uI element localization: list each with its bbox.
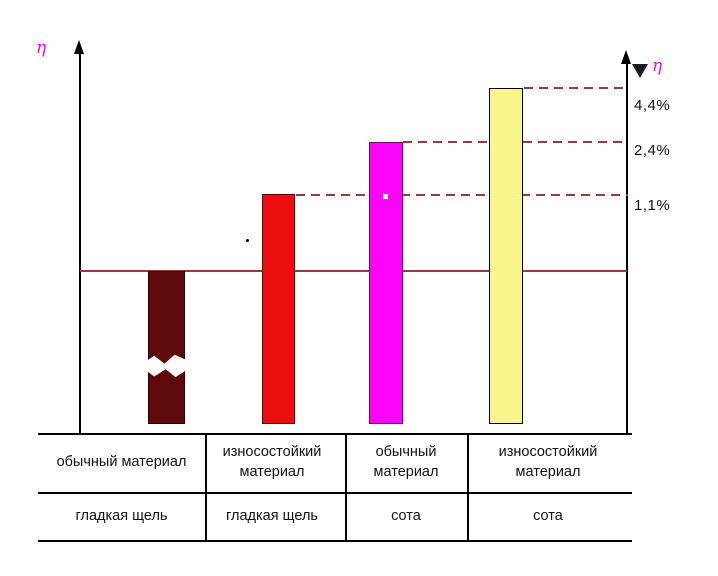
y-axis-label-left: η: [36, 38, 47, 58]
table-divider-1: [205, 433, 207, 542]
artifact-white-dot: [383, 194, 388, 199]
down-marker-icon: [632, 64, 648, 78]
table-cell-material-3: обычный материал: [373, 444, 439, 480]
y-axis-right: [626, 63, 628, 433]
bar-wear-resistant-honeycomb: [489, 88, 523, 424]
table-cell-slot-4: сота: [533, 508, 563, 525]
table-divider-2: [345, 433, 347, 542]
y-axis-label-right: η: [652, 56, 663, 76]
table-line-middle: [38, 492, 632, 494]
bar-normal-material-smooth-slot: [146, 271, 187, 424]
table-divider-3: [467, 433, 469, 542]
table-cell-slot-1: гладкая щель: [75, 508, 168, 525]
table-cell-slot-3: сота: [391, 508, 421, 525]
y-axis-right-arrow-icon: [621, 50, 631, 64]
zero-reference-line: [80, 270, 627, 272]
table-cell-material-4: износостойкий материал: [498, 444, 598, 480]
value-label-2-4: 2,4%: [634, 142, 671, 159]
value-label-4-4: 4,4%: [634, 97, 671, 114]
leader-line-4-4: [524, 87, 628, 89]
bar-wear-resistant-smooth-slot: [262, 194, 295, 424]
bar-normal-material-honeycomb: [369, 142, 403, 424]
table-cell-slot-2: гладкая щель: [226, 508, 318, 525]
y-axis-left-arrow-icon: [74, 40, 84, 54]
table-cell-material-2: износостойкий материал: [222, 444, 322, 480]
bar-break-mark: [146, 354, 187, 378]
table-line-top: [38, 433, 632, 435]
y-axis-left: [79, 53, 81, 433]
leader-line-1-1: [296, 194, 628, 196]
table-line-bottom: [38, 540, 632, 542]
artifact-stray-dot: [246, 239, 249, 242]
value-label-1-1: 1,1%: [634, 197, 671, 214]
table-cell-material-1: обычный материал: [56, 454, 187, 471]
